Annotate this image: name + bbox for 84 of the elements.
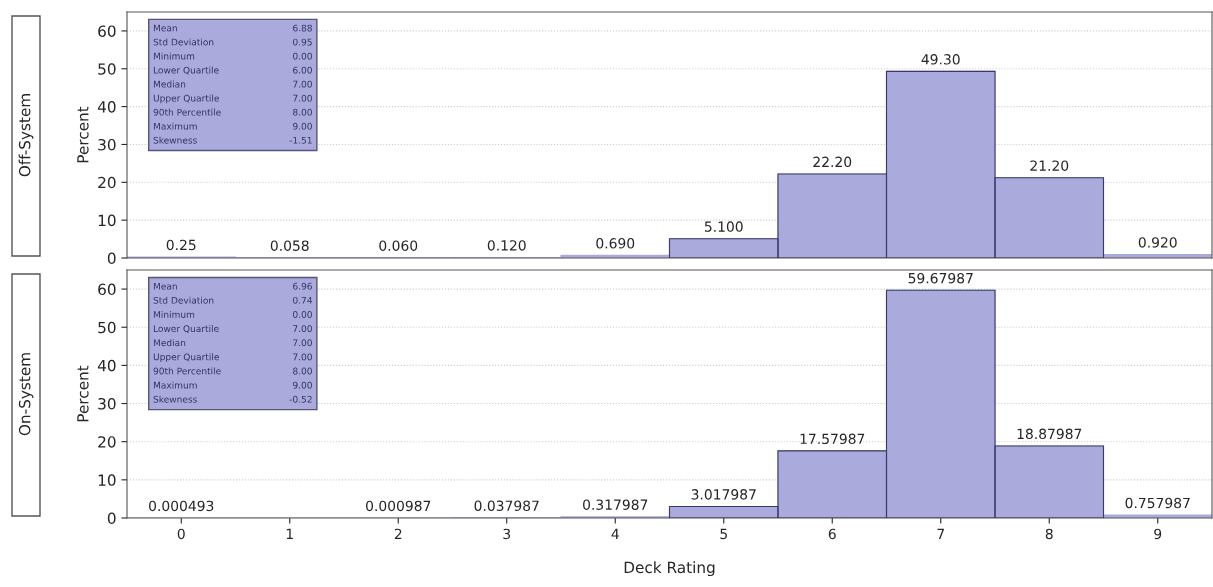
y-tick-label: 50 (98, 63, 116, 75)
data-label: 0.120 (487, 240, 526, 251)
annotation: Skewness (153, 136, 197, 144)
annotation: Mean (153, 282, 177, 290)
annotation: 6.96 (293, 282, 312, 290)
y-tick-label: 10 (98, 474, 116, 486)
annotation: Upper Quartile (153, 353, 219, 363)
x-tick-label: 2 (394, 528, 402, 539)
y-axis-title: Percent (77, 365, 89, 422)
data-label: 17.57987 (800, 433, 865, 445)
data-label: 0.690 (596, 238, 635, 249)
annotation: 7.00 (293, 80, 312, 88)
annotation: 7.00 (293, 94, 312, 102)
text: Off-System (18, 94, 34, 177)
annotation: Std Deviation (153, 296, 214, 304)
data-label: 18.87987 (1017, 428, 1082, 440)
y-tick-label: 0 (107, 252, 116, 265)
annotation: Maximum (153, 381, 197, 389)
annotation: 90th Percentile (153, 108, 221, 116)
annotation: -1.51 (289, 136, 312, 144)
x-tick-label: 1 (286, 528, 293, 539)
y-tick-label: 50 (98, 321, 116, 334)
annotation: 90th Percentile (153, 367, 221, 375)
annotation: Median (153, 80, 186, 88)
data-label: 0.058 (270, 240, 309, 251)
annotation: 0.00 (293, 52, 312, 60)
annotation: 8.00 (293, 367, 312, 375)
y-tick-label: 40 (97, 359, 116, 372)
annotation: Lower Quartile (153, 325, 219, 334)
annotation: Mean (153, 24, 177, 32)
y-tick-label: 40 (97, 101, 116, 113)
annotation: 7.00 (293, 339, 312, 347)
x-tick-label: 8 (1045, 528, 1053, 540)
y-tick-label: 20 (98, 436, 116, 448)
annotation: 0.95 (293, 38, 312, 46)
y-tick-label: 30 (98, 398, 116, 410)
data-label: 59.67987 (908, 272, 973, 284)
x-tick-label: 5 (720, 528, 727, 540)
annotation: 8.00 (293, 108, 312, 116)
annotation: 9.00 (293, 381, 312, 389)
data-label: 0.25 (166, 239, 196, 251)
data-label: 3.017987 (691, 489, 756, 500)
annotation: Minimum (153, 52, 195, 60)
annotation: Std Deviation (153, 38, 214, 46)
data-label: 5.100 (704, 221, 743, 232)
text: On-System (18, 353, 34, 436)
data-label: 0.317987 (583, 499, 648, 510)
x-tick-label: 6 (828, 528, 836, 540)
annotation: 0.00 (293, 311, 312, 318)
y-tick-label: 60 (98, 25, 116, 37)
x-tick-label: 9 (1154, 528, 1162, 540)
annotation: Upper Quartile (153, 94, 219, 104)
annotation: -0.52 (289, 395, 312, 403)
annotation: 7.00 (293, 325, 312, 333)
y-tick-label: 10 (98, 214, 116, 227)
y-tick-label: 30 (98, 138, 116, 151)
annotation: 6.88 (293, 24, 312, 32)
annotation: 7.00 (293, 353, 312, 361)
annotation: Skewness (153, 395, 197, 403)
data-label: 0.000987 (366, 500, 431, 512)
y-tick-label: 60 (98, 283, 116, 296)
annotation: 9.00 (293, 122, 312, 130)
annotation: Minimum (153, 310, 195, 318)
data-label: 21.20 (1030, 160, 1069, 171)
x-tick-label: 0 (177, 528, 185, 540)
data-label: 49.30 (921, 54, 960, 65)
annotation: Median (153, 339, 186, 347)
x-tick-label: 4 (611, 528, 619, 539)
data-label: 22.20 (813, 156, 852, 168)
annotation: Lower Quartile (153, 66, 219, 75)
y-axis-title: Percent (77, 106, 89, 163)
x-tick-label: 3 (503, 528, 511, 540)
annotation: Maximum (153, 122, 197, 130)
annotation: 6.00 (293, 66, 312, 74)
y-tick-label: 20 (98, 176, 116, 189)
data-label: 0.920 (1138, 237, 1177, 248)
y-tick-label: 0 (107, 512, 116, 525)
x-tick-label: 7 (937, 528, 944, 539)
data-label: 0.757987 (1125, 497, 1190, 509)
data-label: 0.037987 (474, 500, 539, 511)
data-label: 0.000493 (149, 500, 214, 512)
data-label: 0.060 (379, 240, 418, 251)
x-axis-title: Deck Rating (624, 561, 715, 577)
annotation: 0.74 (293, 296, 313, 304)
